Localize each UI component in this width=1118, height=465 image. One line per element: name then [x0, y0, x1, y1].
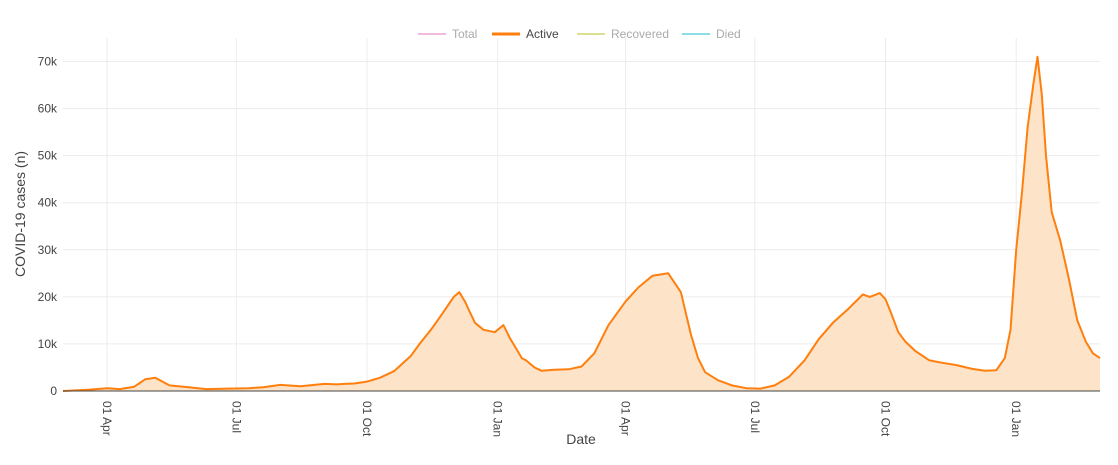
- legend-label: Recovered: [611, 27, 669, 41]
- y-tick-label: 70k: [38, 55, 58, 69]
- legend-item-total[interactable]: Total: [418, 27, 477, 41]
- x-tick-label: 01 Apr: [619, 401, 633, 436]
- legend-item-recovered[interactable]: Recovered: [577, 27, 669, 41]
- series-area-active: [63, 56, 1100, 392]
- y-axis-title: COVID-19 cases (n): [12, 151, 28, 277]
- y-tick-labels: 0 10k 20k 30k 40k 50k 60k 70k: [38, 55, 58, 398]
- legend-label: Active: [526, 27, 559, 41]
- y-tick-label: 40k: [38, 196, 58, 210]
- legend-label: Total: [452, 27, 477, 41]
- y-tick-label: 20k: [38, 290, 58, 304]
- x-tick-label: 01 Jul: [229, 401, 243, 433]
- legend-label: Died: [716, 27, 741, 41]
- series-line-active[interactable]: [62, 55, 1101, 392]
- y-tick-label: 30k: [38, 243, 58, 257]
- y-tick-label: 60k: [38, 102, 58, 116]
- grid: [63, 38, 1100, 391]
- x-tick-label: 01 Jul: [748, 401, 762, 433]
- x-tick-label: 01 Jan: [491, 401, 505, 437]
- area-layer: [62, 55, 1101, 392]
- x-tick-label: 01 Jan: [1009, 401, 1023, 437]
- y-tick-label: 10k: [38, 337, 58, 351]
- legend-item-died[interactable]: Died: [682, 27, 741, 41]
- y-tick-label: 50k: [38, 149, 58, 163]
- y-tick-label: 0: [50, 384, 57, 398]
- x-tick-label: 01 Oct: [878, 401, 892, 437]
- x-tick-label: 01 Oct: [360, 401, 374, 437]
- x-axis-title: Date: [566, 431, 596, 447]
- x-tick-label: 01 Apr: [100, 401, 114, 436]
- x-tick-labels: 01 Apr 01 Jul 01 Oct 01 Jan 01 Apr 01 Jul 01 O…: [100, 401, 1023, 437]
- legend[interactable]: Total Active Recovered Died: [418, 27, 741, 41]
- legend-item-active[interactable]: Active: [492, 27, 559, 41]
